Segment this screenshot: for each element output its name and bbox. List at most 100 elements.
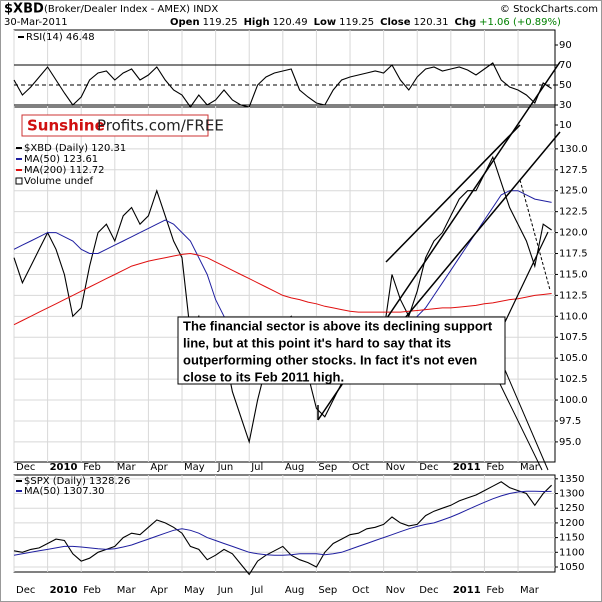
x-tick-label: Feb <box>486 462 504 473</box>
symbol: $XBD <box>4 2 44 17</box>
y-tick-label: 1350 <box>559 474 584 485</box>
description: (Broker/Dealer Index - AMEX) INDX <box>44 4 218 15</box>
legend-label: $XBD (Daily) 120.31 <box>24 143 126 154</box>
y-tick-label: 10 <box>559 120 572 131</box>
quote-label: Low <box>314 17 336 28</box>
quote-label: High <box>244 17 270 28</box>
quote-value: 119.25 <box>203 17 238 28</box>
x-tick-label: Aug <box>285 462 305 473</box>
y-tick-label: 105.0 <box>559 353 588 364</box>
x-tick-label: Mar <box>520 585 540 596</box>
x-tick-label: Dec <box>16 585 35 596</box>
y-tick-label: 127.5 <box>559 165 588 176</box>
panel-0: 90 70 50 30 10 RSI(14) 46.48 <box>13 30 572 131</box>
x-tick-label: Jul <box>250 585 263 596</box>
x-tick-label: 2010 <box>50 585 78 596</box>
x-tick-label: Oct <box>352 462 369 473</box>
series-line <box>13 490 552 556</box>
annotation-text: The financial sector is above its declin… <box>183 318 493 333</box>
y-tick-label: 97.5 <box>559 416 581 427</box>
quote-label: Chg <box>455 17 477 28</box>
x-tick-label: Apr <box>150 585 168 596</box>
legend-label: MA(50) 1307.30 <box>24 486 105 497</box>
y-tick-label: 1200 <box>559 518 584 529</box>
x-tick-label: Nov <box>386 585 406 596</box>
y-tick-label: 112.5 <box>559 290 588 301</box>
copyright: © StockCharts.com <box>500 4 598 15</box>
quote-value: 120.31 <box>414 17 449 28</box>
y-tick-label: 130.0 <box>559 144 588 155</box>
y-tick-label: 1250 <box>559 503 584 514</box>
x-tick-label: 2011 <box>453 585 481 596</box>
quote-label: Close <box>380 17 411 28</box>
legend-swatch <box>15 177 23 185</box>
annotation-box <box>177 316 506 385</box>
annotation-layer: The financial sector is above its declin… <box>21 61 561 471</box>
x-tick-label: Nov <box>386 462 406 473</box>
y-tick-label: 125.0 <box>559 186 588 197</box>
series-line <box>13 481 552 576</box>
pointer-line <box>499 383 543 471</box>
legend-label: MA(200) 112.72 <box>24 165 105 176</box>
legend-label: MA(50) 123.61 <box>24 154 98 165</box>
y-tick-label: 90 <box>559 40 572 51</box>
quote-value: +1.06 (+0.89%) <box>479 17 561 28</box>
x-tick-label: May <box>184 462 205 473</box>
y-tick-label: 102.5 <box>559 374 588 385</box>
y-tick-label: 1050 <box>559 562 584 573</box>
y-tick-label: 117.5 <box>559 249 588 260</box>
x-tick-label: Dec <box>419 462 438 473</box>
logo-brand: Sunshine <box>27 117 105 135</box>
pointer-line <box>504 369 549 471</box>
plot-layer: 90 70 50 30 10 RSI(14) 46.48 Dec 2010 Feb Mar Apr M… <box>13 30 588 596</box>
quote-value: 119.25 <box>339 17 374 28</box>
x-tick-label: 2011 <box>453 462 481 473</box>
x-tick-label: Feb <box>83 585 101 596</box>
y-tick-label: 110.0 <box>559 311 588 322</box>
y-tick-label: 1300 <box>559 489 584 500</box>
x-tick-label: 2010 <box>50 462 78 473</box>
x-tick-label: Dec <box>16 462 35 473</box>
series-line <box>13 62 552 108</box>
y-tick-label: 50 <box>559 80 572 91</box>
logo-box <box>21 114 209 137</box>
trend-line <box>404 131 561 319</box>
x-tick-label: Sep <box>318 585 337 596</box>
price-panel <box>13 106 556 463</box>
trend-line <box>519 179 551 291</box>
panels <box>13 29 556 573</box>
x-tick-label: Dec <box>419 585 438 596</box>
y-tick-label: 120.0 <box>559 228 588 239</box>
x-tick-label: Jul <box>250 462 263 473</box>
legend-label: RSI(14) 46.48 <box>26 32 95 43</box>
annotation-text: line, but at this point it's hard to say… <box>183 335 451 350</box>
x-tick-label: Apr <box>150 462 168 473</box>
spx-panel <box>13 474 556 573</box>
x-tick-label: Sep <box>318 462 337 473</box>
series-line <box>13 252 552 326</box>
x-tick-label: Feb <box>83 462 101 473</box>
legend-label: $SPX (Daily) 1328.26 <box>24 476 130 487</box>
x-tick-label: Mar <box>117 462 137 473</box>
x-tick-label: Feb <box>486 585 504 596</box>
annotation-text: close to its Feb 2011 high. <box>183 369 344 384</box>
x-tick-label: Jun <box>217 585 234 596</box>
y-tick-label: 107.5 <box>559 332 588 343</box>
trend-line <box>504 231 549 323</box>
quote: Open 119.25 High 120.49 Low 119.25 Close 120.31… <box>170 17 561 28</box>
legend-label: Volume undef <box>24 176 94 187</box>
x-tick-label: Jun <box>217 462 234 473</box>
panel-2: Dec 2010 Feb Mar Apr May Jun Jul Aug Sep Oct Nov Dec… <box>13 474 584 596</box>
x-tick-label: Mar <box>520 462 540 473</box>
y-tick-label: 1150 <box>559 533 584 544</box>
quote-label: Open <box>170 17 200 28</box>
x-tick-label: Mar <box>117 585 137 596</box>
x-tick-label: Oct <box>352 585 369 596</box>
trend-line <box>385 124 521 263</box>
x-tick-label: May <box>184 585 205 596</box>
x-tick-label: Aug <box>285 585 305 596</box>
y-tick-label: 100.0 <box>559 395 588 406</box>
y-tick-label: 115.0 <box>559 269 588 280</box>
y-tick-label: 1100 <box>559 547 584 558</box>
